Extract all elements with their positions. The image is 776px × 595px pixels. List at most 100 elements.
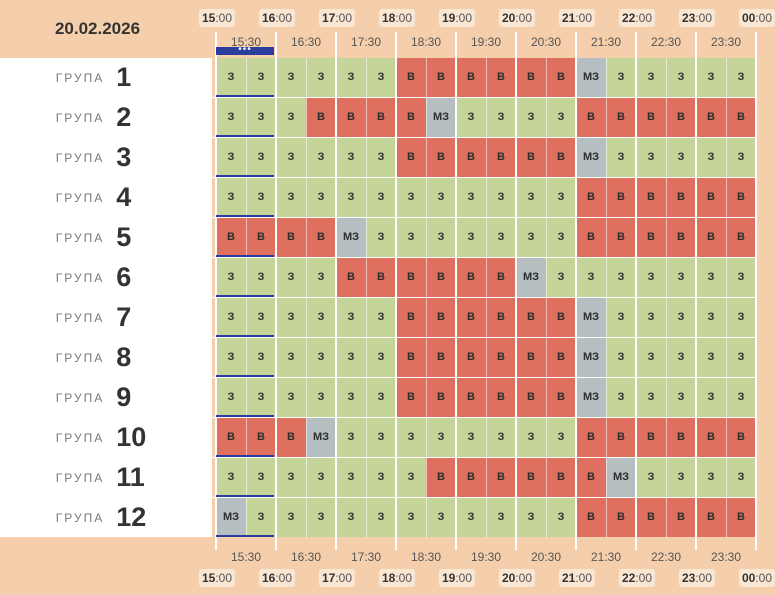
schedule-cell[interactable]: З [276,258,306,297]
schedule-cell[interactable]: В [396,138,426,177]
schedule-cell[interactable]: В [576,458,606,497]
schedule-cell[interactable]: В [396,58,426,97]
schedule-cell[interactable]: В [486,258,516,297]
schedule-cell[interactable]: В [546,298,576,337]
schedule-cell[interactable]: В [546,378,576,417]
schedule-cell[interactable]: З [666,378,696,417]
schedule-cell[interactable]: З [306,498,336,537]
schedule-cell[interactable]: МЗ [516,258,546,297]
schedule-cell[interactable]: З [486,178,516,217]
schedule-cell[interactable]: В [276,218,306,257]
schedule-cell[interactable]: В [276,418,306,457]
schedule-cell[interactable]: З [246,378,276,417]
schedule-cell[interactable]: В [336,98,366,137]
schedule-cell[interactable]: З [336,458,366,497]
schedule-cell[interactable]: З [636,258,666,297]
schedule-cell[interactable]: З [486,98,516,137]
schedule-cell[interactable]: В [456,258,486,297]
schedule-cell[interactable]: З [216,338,246,377]
schedule-cell[interactable]: З [336,178,366,217]
schedule-cell[interactable]: З [696,258,726,297]
schedule-cell[interactable]: З [306,338,336,377]
schedule-cell[interactable]: В [486,298,516,337]
schedule-cell[interactable]: В [456,378,486,417]
schedule-cell[interactable]: З [276,138,306,177]
schedule-cell[interactable]: В [396,258,426,297]
schedule-cell[interactable]: З [336,298,366,337]
schedule-cell[interactable]: З [336,418,366,457]
schedule-cell[interactable]: В [216,418,246,457]
schedule-cell[interactable]: З [456,418,486,457]
schedule-cell[interactable]: В [546,58,576,97]
schedule-cell[interactable]: З [486,218,516,257]
schedule-cell[interactable]: В [486,138,516,177]
schedule-cell[interactable]: З [306,178,336,217]
schedule-cell[interactable]: З [666,58,696,97]
schedule-cell[interactable]: З [306,378,336,417]
schedule-cell[interactable]: З [366,298,396,337]
schedule-cell[interactable]: З [276,458,306,497]
schedule-cell[interactable]: З [276,378,306,417]
schedule-cell[interactable]: В [246,418,276,457]
schedule-cell[interactable]: В [216,218,246,257]
schedule-cell[interactable]: В [636,418,666,457]
schedule-cell[interactable]: З [276,338,306,377]
schedule-cell[interactable]: З [246,258,276,297]
schedule-cell[interactable]: В [396,98,426,137]
schedule-cell[interactable]: З [636,378,666,417]
schedule-cell[interactable]: З [426,418,456,457]
schedule-cell[interactable]: З [276,298,306,337]
schedule-cell[interactable]: З [216,58,246,97]
schedule-cell[interactable]: В [516,298,546,337]
schedule-cell[interactable]: З [636,298,666,337]
schedule-cell[interactable]: З [726,378,756,417]
schedule-cell[interactable]: В [456,338,486,377]
schedule-cell[interactable]: В [726,178,756,217]
schedule-cell[interactable]: МЗ [426,98,456,137]
schedule-cell[interactable]: З [696,138,726,177]
schedule-cell[interactable]: В [696,218,726,257]
schedule-cell[interactable]: В [726,418,756,457]
schedule-cell[interactable]: З [216,378,246,417]
schedule-cell[interactable]: З [246,338,276,377]
schedule-cell[interactable]: З [546,178,576,217]
schedule-cell[interactable]: З [426,498,456,537]
schedule-cell[interactable]: З [606,378,636,417]
schedule-cell[interactable]: З [336,58,366,97]
schedule-cell[interactable]: З [486,418,516,457]
schedule-cell[interactable]: З [246,58,276,97]
schedule-cell[interactable]: В [456,58,486,97]
schedule-cell[interactable]: В [636,498,666,537]
schedule-cell[interactable]: З [726,138,756,177]
schedule-cell[interactable]: З [276,58,306,97]
schedule-cell[interactable]: З [306,138,336,177]
schedule-cell[interactable]: В [606,178,636,217]
schedule-cell[interactable]: В [426,58,456,97]
schedule-cell[interactable]: В [576,218,606,257]
schedule-cell[interactable]: В [666,178,696,217]
schedule-cell[interactable]: З [696,458,726,497]
schedule-cell[interactable]: З [366,58,396,97]
schedule-cell[interactable]: В [486,378,516,417]
schedule-cell[interactable]: З [666,458,696,497]
schedule-cell[interactable]: З [486,498,516,537]
schedule-cell[interactable]: МЗ [576,298,606,337]
schedule-cell[interactable]: В [666,218,696,257]
schedule-cell[interactable]: З [606,298,636,337]
schedule-cell[interactable]: З [726,298,756,337]
schedule-cell[interactable]: В [606,98,636,137]
schedule-cell[interactable]: З [306,258,336,297]
schedule-cell[interactable]: З [306,298,336,337]
schedule-cell[interactable]: В [636,218,666,257]
schedule-cell[interactable]: З [246,138,276,177]
schedule-cell[interactable]: В [726,98,756,137]
schedule-cell[interactable]: В [456,298,486,337]
schedule-cell[interactable]: В [666,498,696,537]
schedule-cell[interactable]: В [456,138,486,177]
schedule-cell[interactable]: З [516,178,546,217]
schedule-cell[interactable]: В [576,498,606,537]
schedule-cell[interactable]: З [636,58,666,97]
schedule-cell[interactable]: З [576,258,606,297]
schedule-cell[interactable]: В [426,338,456,377]
schedule-cell[interactable]: З [216,458,246,497]
